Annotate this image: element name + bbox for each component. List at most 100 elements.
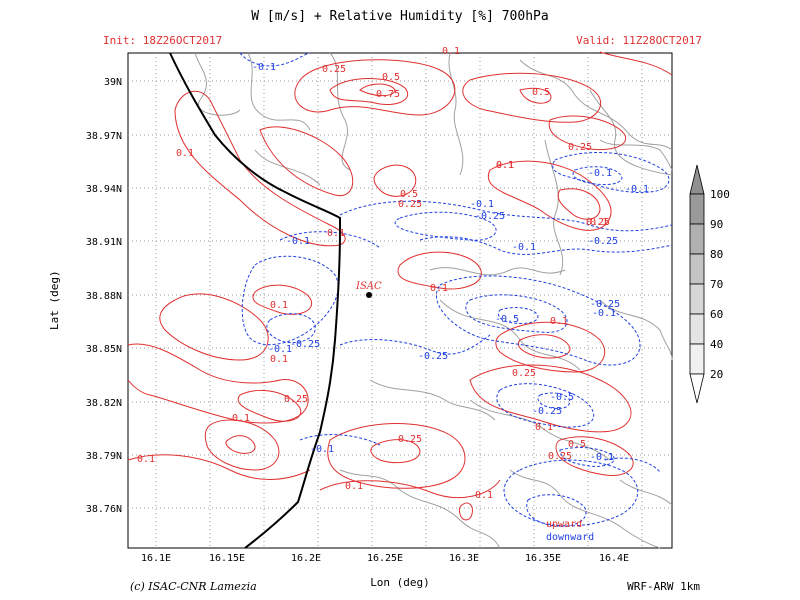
contour-label: 0.75 [376, 89, 400, 100]
contour-label: -0.1 [512, 242, 536, 253]
contour-label: 0.1 [535, 422, 553, 433]
y-tick-label: 38.76N [86, 504, 122, 515]
upward-contours [127, 51, 673, 521]
x-tick-label: 16.35E [525, 553, 561, 564]
contour-label: 0.1 [496, 160, 514, 171]
contour-label: 0.1 [270, 354, 288, 365]
contour-label: 0.25 [398, 434, 422, 445]
contour-label: -0.25 [590, 299, 620, 310]
y-tick-label: 39N [104, 77, 122, 88]
contour-label: 0.1 [270, 300, 288, 311]
colorbar-cell [689, 283, 705, 315]
contour-label: -0.5 [495, 314, 519, 325]
contour-label: 0.1 [442, 46, 460, 57]
colorbar-label: 100 [710, 188, 730, 201]
y-tick-label: 38.97N [86, 131, 122, 142]
contour-label: 0.25 [284, 394, 308, 405]
upward-label: upward [546, 519, 582, 530]
contour-label: -0.25 [475, 211, 505, 222]
contour-label: -0.1 [592, 308, 616, 319]
y-axis-label: Lat (deg) [48, 270, 61, 330]
colorbar-label: 40 [710, 338, 723, 351]
contour-label: 0.5 [382, 72, 400, 83]
contour-label: -0.1 [625, 184, 649, 195]
colorbar-labels: 100 90 80 70 60 40 20 [710, 188, 730, 381]
colorbar-cap-top [689, 164, 705, 195]
colorbar-cap-bottom [689, 373, 705, 404]
colorbar-cell [689, 193, 705, 225]
colorbar-cell [689, 223, 705, 255]
station-label: ISAC [355, 281, 382, 292]
contour-label: 0.25 [398, 199, 422, 210]
x-tick-label: 16.1E [141, 553, 171, 564]
colorbar [689, 164, 705, 404]
y-tick-label: 38.79N [86, 451, 122, 462]
contour-label: -0.25 [418, 351, 448, 362]
y-tick-label: 38.85N [86, 344, 122, 355]
downward-contours [239, 52, 673, 527]
contour-label: -0.25 [588, 236, 618, 247]
x-axis-label: Lon (deg) [370, 576, 430, 589]
contour-label: 0.25 [512, 368, 536, 379]
colorbar-label: 90 [710, 218, 723, 231]
contour-label: -0.1 [470, 199, 494, 210]
coastline [169, 52, 341, 549]
contour-label: -0.25 [532, 406, 562, 417]
colorbar-cell [689, 313, 705, 345]
map-title: W [m/s] + Relative Humidity [%] 700hPa [251, 9, 549, 24]
contour-label: -0.1 [588, 168, 612, 179]
contour-label: 0.1 [590, 217, 608, 228]
contour-label: 0.1 [176, 148, 194, 159]
valid-time: Valid: 11Z28OCT2017 [576, 34, 702, 47]
x-tick-labels: 16.1E 16.15E 16.2E 16.25E 16.3E 16.35E 1… [141, 553, 629, 564]
station-marker [366, 292, 372, 298]
x-tick-label: 16.15E [209, 553, 245, 564]
contour-label: 0.25 [548, 451, 572, 462]
contour-label: 0.1 [345, 481, 363, 492]
contour-label: 0.25 [322, 64, 346, 75]
contour-label: 0.1 [137, 454, 155, 465]
contour-label: 0.25 [568, 142, 592, 153]
credit-text: (c) ISAC-CNR Lamezia [130, 580, 257, 593]
y-tick-label: 38.91N [86, 237, 122, 248]
contour-label: 0.5 [532, 87, 550, 98]
colorbar-label: 70 [710, 278, 723, 291]
contour-label: -0.5 [550, 392, 574, 403]
contour-label: -0.25 [290, 339, 320, 350]
colorbar-cell [689, 253, 705, 285]
contour-label: 0.1 [550, 316, 568, 327]
positive-contour-labels: 0.25 0.5 0.75 0.1 0.5 0.5 0.25 0.1 0.25 … [137, 46, 610, 501]
gridlines [128, 53, 672, 548]
contour-label: 0.1 [496, 160, 514, 171]
init-time: Init: 18Z26OCT2017 [103, 34, 223, 47]
y-tick-label: 38.94N [86, 184, 122, 195]
contour-label: 0.5 [568, 439, 586, 450]
colorbar-label: 60 [710, 308, 723, 321]
y-tick-labels: 39N 38.97N 38.94N 38.91N 38.88N 38.85N 3… [86, 77, 122, 515]
contour-label: 0.1 [430, 283, 448, 294]
x-tick-label: 16.2E [291, 553, 321, 564]
contour-label: 0.25 [586, 217, 610, 228]
contour-label: 0.1 [475, 490, 493, 501]
contour-label: 0.1 [232, 413, 250, 424]
contour-label: 0.5 [400, 189, 418, 200]
colorbar-label: 20 [710, 368, 723, 381]
contour-label: -0.1 [310, 444, 334, 455]
contour-label: 0.1 [327, 228, 345, 239]
y-tick-label: 38.88N [86, 291, 122, 302]
contour-label: -0.1 [252, 62, 276, 73]
negative-contour-labels: -0.1 -0.1 -0.1 -0.25 -0.1 -0.25 -0.1 -0.… [252, 62, 649, 463]
contour-label: -0.1 [268, 344, 292, 355]
colorbar-label: 80 [710, 248, 723, 261]
downward-label: downward [546, 532, 594, 543]
x-tick-label: 16.25E [367, 553, 403, 564]
y-tick-label: 38.82N [86, 398, 122, 409]
contour-label: -0.1 [590, 452, 614, 463]
colorbar-cell [689, 343, 705, 375]
x-tick-label: 16.3E [449, 553, 479, 564]
x-tick-label: 16.4E [599, 553, 629, 564]
contour-label: -0.1 [286, 236, 310, 247]
model-text: WRF-ARW 1km [627, 580, 700, 593]
